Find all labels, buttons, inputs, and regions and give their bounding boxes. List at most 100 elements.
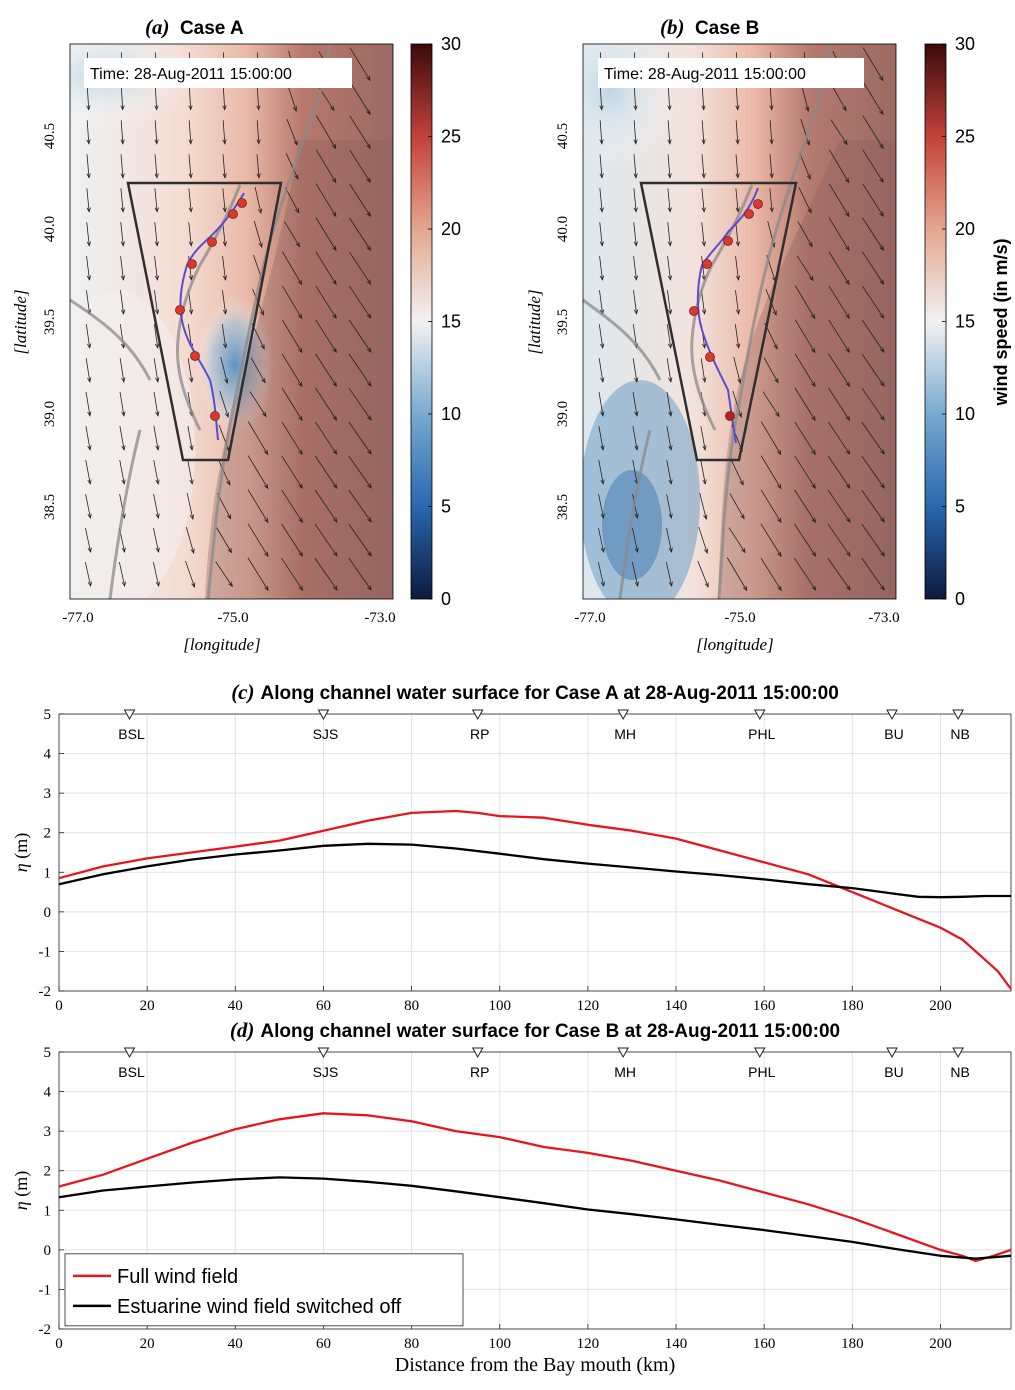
map-a-xtick: -75.0 <box>217 610 248 626</box>
wind-arrow <box>769 154 773 178</box>
chart-letter: (d) <box>230 1018 255 1042</box>
wind-arrow <box>862 115 884 149</box>
wind-arrow <box>599 120 603 144</box>
station-marker <box>471 1047 484 1059</box>
wind-arrow-head <box>600 445 605 451</box>
wind-arrow <box>797 221 813 247</box>
station-marker <box>952 1047 964 1059</box>
y-tick-label: 5 <box>44 1045 52 1061</box>
station-label: MH <box>614 726 636 742</box>
wind-arrow-head <box>333 585 338 591</box>
wind-arrow <box>827 421 851 455</box>
wind-arrow <box>188 188 192 212</box>
wind-arrow <box>599 154 603 178</box>
wind-arrow-head <box>121 445 126 451</box>
wind-arrow-head <box>742 585 748 592</box>
wind-arrow-head <box>633 309 639 315</box>
wind-arrow-head <box>155 479 160 485</box>
wind-arrow <box>284 221 300 247</box>
wind-arrow-head <box>599 241 604 247</box>
wind-arrow <box>119 324 125 348</box>
wind-arrow-head <box>811 483 816 490</box>
x-tick-label: 0 <box>55 998 63 1014</box>
station-dot <box>702 259 712 269</box>
station-dot <box>207 237 217 247</box>
wind-arrow <box>188 86 192 110</box>
wind-arrow <box>794 455 816 489</box>
wind-arrow-head <box>188 309 194 315</box>
wind-arrow-head <box>332 279 337 286</box>
wind-arrow <box>187 426 193 450</box>
wind-arrow-head <box>668 479 673 485</box>
wind-arrow-head <box>298 551 304 557</box>
wind-arrow <box>827 523 851 557</box>
station-dot <box>705 352 715 362</box>
wind-arrow-head <box>367 551 372 557</box>
wind-arrow-head <box>737 378 742 384</box>
wind-arrow <box>796 255 814 281</box>
wind-arrow-head <box>777 517 782 524</box>
wind-arrow <box>215 561 233 587</box>
wind-arrow <box>315 421 337 455</box>
wind-arrow-head <box>367 483 372 489</box>
wind-arrow-head <box>879 313 885 319</box>
wind-arrow-head <box>735 173 740 179</box>
channel-line-a <box>179 192 245 441</box>
wind-arrow <box>153 392 159 416</box>
wind-arrow-head <box>844 177 850 184</box>
wind-arrow-head <box>702 479 707 485</box>
wind-arrow-head <box>737 412 743 418</box>
wind-arrow-head <box>294 174 299 180</box>
wind-arrow <box>599 256 603 280</box>
panel-a-map: Time: 28-Aug-2011 15:00:00 <box>69 43 394 600</box>
wind-arrow-head <box>332 551 338 557</box>
wind-arrow <box>665 561 673 587</box>
wind-arrow-head <box>87 343 92 349</box>
wind-arrow-head <box>367 585 372 591</box>
y-tick-label: -1 <box>39 1282 52 1298</box>
wind-arrow-head <box>776 483 782 490</box>
wind-arrow-head <box>843 139 848 146</box>
wind-arrow <box>861 319 885 353</box>
wind-arrow-head <box>845 449 851 455</box>
station-dot <box>210 411 220 421</box>
wind-arrow-head <box>256 105 261 111</box>
wind-arrow <box>633 290 637 314</box>
wind-arrow <box>701 222 705 246</box>
wind-arrow <box>763 357 779 383</box>
wind-arrow <box>286 118 298 146</box>
wind-arrow <box>762 391 780 417</box>
map-b-ytick: 40.5 <box>555 123 571 149</box>
wind-arrow <box>735 86 739 110</box>
wind-arrow-head <box>775 411 780 418</box>
wind-arrow-head <box>121 377 126 383</box>
wind-arrow-head <box>735 105 740 111</box>
wind-arrow <box>769 86 773 110</box>
wind-arrow-head <box>633 207 638 213</box>
wind-arrow <box>222 86 226 110</box>
wind-arrow-head <box>190 548 195 554</box>
wind-arrow <box>188 120 192 144</box>
panel-b-map: Time: 28-Aug-2011 15:00:00 <box>582 43 897 600</box>
wind-arrow-head <box>120 275 126 281</box>
panel-a-letter: (a) <box>145 15 170 39</box>
wind-arrow-head <box>87 445 92 451</box>
wind-arrow-head <box>87 377 92 383</box>
wind-arrow-head <box>599 173 604 179</box>
x-tick-label: 80 <box>404 1336 419 1352</box>
wind-arrow <box>701 290 705 314</box>
wind-arrow-head <box>154 173 159 179</box>
coastline-b <box>583 44 832 599</box>
wind-arrow <box>185 526 195 554</box>
wind-arrow-head <box>667 275 673 281</box>
wind-arrow <box>666 426 672 450</box>
wind-arrow-head <box>668 581 673 587</box>
station-marker <box>317 709 330 721</box>
wind-arrow <box>120 188 124 212</box>
wind-arrow <box>735 120 739 144</box>
wind-arrow <box>729 493 745 519</box>
station-label: BU <box>884 1064 903 1080</box>
y-tick-label: 4 <box>44 1085 52 1101</box>
wind-arrow <box>119 392 125 416</box>
wind-arrow-head <box>845 245 850 252</box>
